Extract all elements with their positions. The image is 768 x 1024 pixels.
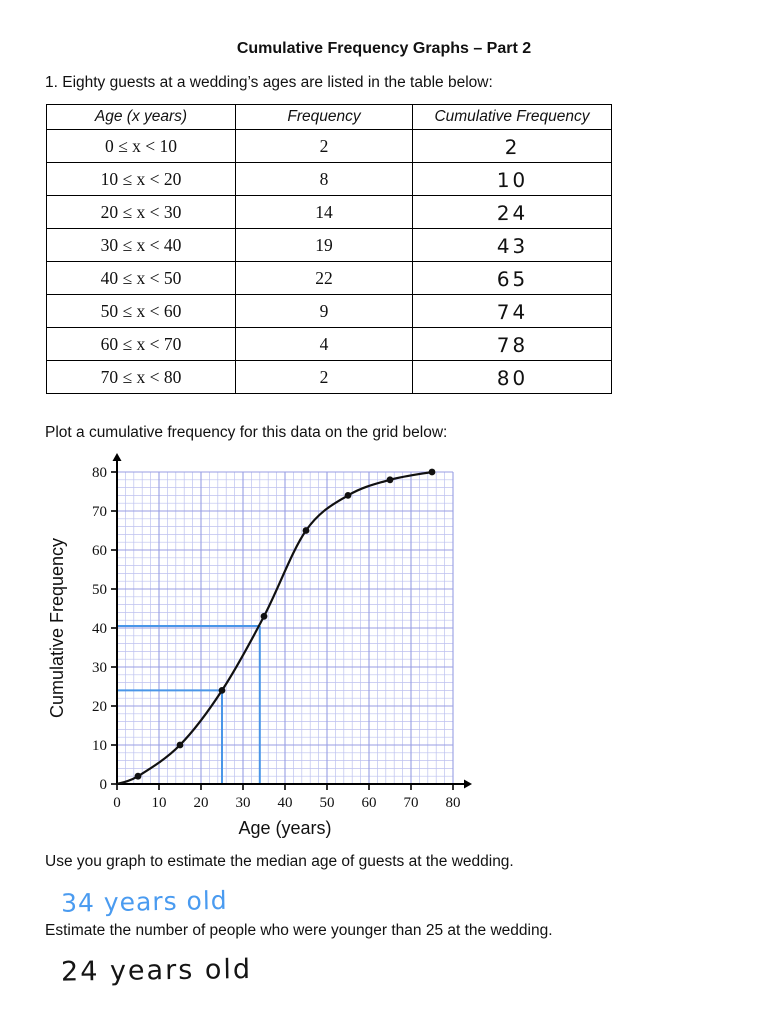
table-row: 20 ≤ x < 30 14 24 xyxy=(46,194,612,230)
age-interval: 20 ≤ x < 30 xyxy=(46,195,236,229)
frequency-table-head: Age (x years) Frequency Cumulative Frequ… xyxy=(46,104,612,130)
table-header-row: Age (x years) Frequency Cumulative Frequ… xyxy=(46,104,612,130)
y-tick-label: 80 xyxy=(92,465,107,481)
frequency-value: 4 xyxy=(235,327,413,361)
y-axis-arrowhead xyxy=(112,453,122,461)
y-tick-label: 60 xyxy=(92,543,107,559)
reading-line-younger-than-25 xyxy=(117,689,223,784)
younger-answer-handwritten: 24 years old xyxy=(60,953,253,988)
age-interval: 60 ≤ x < 70 xyxy=(46,327,236,361)
table-row: 50 ≤ x < 60 9 74 xyxy=(46,293,612,329)
median-question-text: Use you graph to estimate the median age… xyxy=(45,853,514,870)
frequency-value: 19 xyxy=(235,228,413,262)
cumulative-frequency-value: 65 xyxy=(412,260,612,296)
frequency-value: 8 xyxy=(235,162,413,196)
worksheet-title: Cumulative Frequency Graphs – Part 2 xyxy=(236,40,532,57)
cumulative-frequency-value: 10 xyxy=(412,161,612,197)
x-tick-label: 60 xyxy=(362,795,377,811)
header-cumulative-frequency: Cumulative Frequency xyxy=(412,104,612,130)
data-point xyxy=(176,741,184,749)
plot-instruction-text: Plot a cumulative frequency for this dat… xyxy=(45,424,448,441)
y-tick-label: 40 xyxy=(92,621,107,637)
data-point xyxy=(134,772,142,780)
y-tick-label: 20 xyxy=(92,699,107,715)
age-interval: 40 ≤ x < 50 xyxy=(46,261,236,295)
x-tick-label: 30 xyxy=(236,795,251,811)
y-tick-label: 30 xyxy=(92,660,107,676)
y-tick-label: 50 xyxy=(92,582,107,598)
frequency-value: 9 xyxy=(235,294,413,328)
x-tick-label: 50 xyxy=(320,795,335,811)
age-interval: 10 ≤ x < 20 xyxy=(46,162,236,196)
cumulative-frequency-chart-svg: 0 10 20 30 40 50 60 70 80 0 10 20 30 40 50 60 70 80 Cumula… xyxy=(47,453,472,838)
reading-line-median xyxy=(117,625,261,784)
y-tick-label: 0 xyxy=(100,777,108,793)
cumulative-frequency-value: 24 xyxy=(412,194,612,230)
x-tick-label: 40 xyxy=(278,795,293,811)
table-row: 60 ≤ x < 70 4 78 xyxy=(46,326,612,362)
frequency-value: 22 xyxy=(235,261,413,295)
age-interval: 70 ≤ x < 80 xyxy=(46,360,236,394)
median-answer-handwritten: 34 years old xyxy=(60,885,228,918)
data-point xyxy=(218,687,226,694)
chart-area: 0 10 20 30 40 50 60 70 80 0 10 20 30 40 50 60 70 80 Cumula… xyxy=(45,452,723,849)
age-interval: 0 ≤ x < 10 xyxy=(46,129,236,163)
header-age: Age (x years) xyxy=(46,104,236,130)
x-tick-label: 10 xyxy=(152,795,167,811)
frequency-value: 14 xyxy=(235,195,413,229)
table-row: 30 ≤ x < 40 19 43 xyxy=(46,227,612,263)
x-tick-label: 20 xyxy=(194,795,209,811)
grid xyxy=(116,471,454,785)
y-tick-label: 10 xyxy=(92,738,107,754)
question-1-text: 1. Eighty guests at a wedding’s ages are… xyxy=(45,74,493,91)
header-frequency: Frequency xyxy=(235,104,413,130)
x-axis-label: Age (years) xyxy=(238,818,331,838)
cumulative-frequency-value: 78 xyxy=(412,326,612,362)
x-tick-label: 70 xyxy=(404,795,419,811)
data-point xyxy=(302,527,310,534)
x-tick-label: 0 xyxy=(113,795,121,811)
cumulative-frequency-value: 74 xyxy=(412,293,612,329)
cumulative-frequency-value: 43 xyxy=(412,227,612,263)
axes: 0 10 20 30 40 50 60 70 80 0 10 20 30 40 50 60 70 80 xyxy=(92,453,472,811)
table-row: 10 ≤ x < 20 8 10 xyxy=(46,161,612,197)
data-point xyxy=(386,476,394,484)
frequency-table-body: 0 ≤ x < 10 2 2 10 ≤ x < 20 8 10 20 ≤ x < 30 14 2… xyxy=(46,128,612,395)
table-row: 0 ≤ x < 10 2 2 xyxy=(46,128,612,164)
age-interval: 50 ≤ x < 60 xyxy=(46,294,236,328)
table-row: 70 ≤ x < 80 2 80 xyxy=(46,359,612,395)
y-axis-label: Cumulative Frequency xyxy=(47,538,67,718)
data-point xyxy=(344,492,352,499)
y-tick-label: 70 xyxy=(92,504,107,520)
frequency-value: 2 xyxy=(235,360,413,394)
data-point xyxy=(428,468,436,476)
data-point xyxy=(260,612,268,620)
age-interval: 30 ≤ x < 40 xyxy=(46,228,236,262)
younger-question-text: Estimate the number of people who were y… xyxy=(45,922,553,939)
frequency-table: Age (x years) Frequency Cumulative Frequ… xyxy=(46,104,612,395)
x-tick-label: 80 xyxy=(446,795,461,811)
frequency-value: 2 xyxy=(235,129,413,163)
x-axis-arrowhead xyxy=(464,779,472,789)
cumulative-frequency-value: 80 xyxy=(412,359,612,395)
table-row: 40 ≤ x < 50 22 65 xyxy=(46,260,612,296)
cumulative-frequency-value: 2 xyxy=(412,128,612,164)
